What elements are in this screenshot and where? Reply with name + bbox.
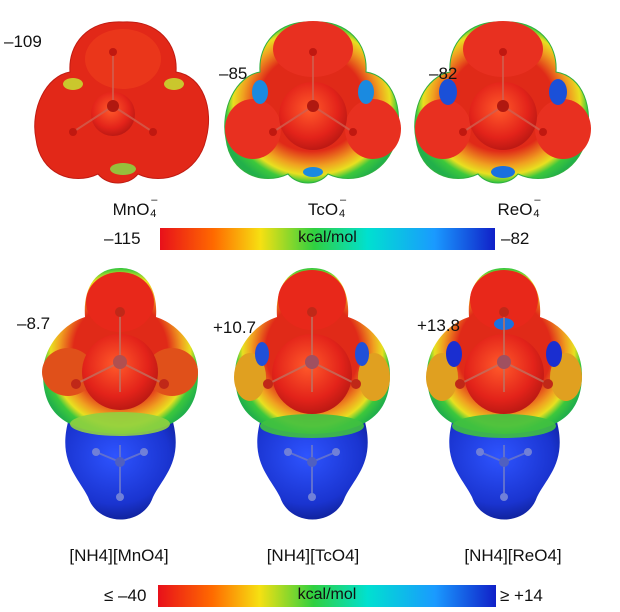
reo4-esp-surface (414, 21, 591, 184)
nh4-tco4-esp-surface (234, 268, 390, 520)
reo4-label: ReO –4 (497, 194, 541, 220)
nh4-mno4-esp-value: –8.7 (17, 314, 51, 333)
scale1-max: –82 (501, 229, 530, 248)
scale1-min: –115 (104, 229, 141, 248)
scale2-max: ≥ +14 (500, 586, 543, 605)
tco4-label: TcO –4 (307, 194, 347, 220)
scale1-unit: kcal/mol (298, 229, 357, 246)
mno4-esp-surface (34, 21, 210, 184)
tco4-esp-surface (224, 21, 401, 184)
nh4-reo4-esp-surface (426, 268, 582, 520)
reo4-esp-value: –82 (429, 64, 458, 83)
nh4-reo4-label: [NH4][ReO4] (464, 546, 562, 565)
scale2-unit: kcal/mol (297, 586, 357, 603)
scale1-colorbar: kcal/mol (160, 228, 495, 250)
nh4-mno4-label: [NH4][MnO4] (69, 546, 169, 565)
scale2-min: ≤ –40 (104, 586, 147, 605)
nh4-tco4-esp-value: +10.7 (213, 318, 257, 337)
nh4-mno4-esp-surface (42, 268, 198, 520)
nh4-reo4-esp-value: +13.8 (417, 316, 461, 335)
tco4-esp-value: –85 (219, 64, 248, 83)
mno4-label: MnO –4 (112, 194, 158, 220)
mno4-esp-value: –109 (4, 32, 42, 51)
scale2-colorbar: kcal/mol (158, 585, 496, 607)
nh4-tco4-label: [NH4][TcO4] (266, 546, 360, 565)
